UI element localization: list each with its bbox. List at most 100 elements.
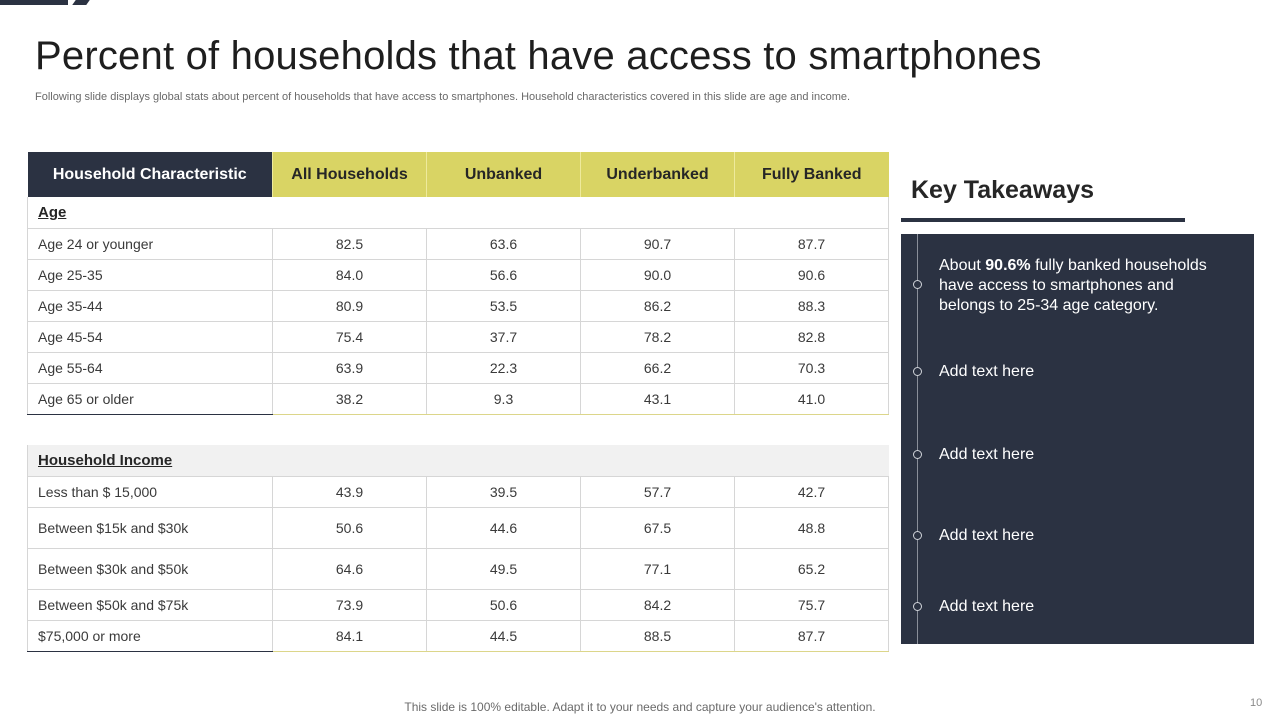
cell-underbanked: 86.2: [580, 290, 735, 322]
row-label: Between $30k and $50k: [27, 548, 273, 590]
cell-underbanked: 84.2: [580, 589, 735, 621]
table-row: Age 25-35 84.0 56.6 90.0 90.6: [27, 259, 889, 291]
timeline-dot-icon: [913, 450, 922, 459]
cell-fully-banked: 88.3: [734, 290, 889, 322]
smartphone-access-table: Household Characteristic All Households …: [27, 152, 889, 652]
takeaway-prefix: About: [939, 257, 986, 274]
header-all-households: All Households: [272, 152, 427, 197]
table-row: Age 35-44 80.9 53.5 86.2 88.3: [27, 290, 889, 322]
table-row: Age 24 or younger 82.5 63.6 90.7 87.7: [27, 228, 889, 260]
cell-underbanked: 57.7: [580, 476, 735, 508]
row-label: Between $50k and $75k: [27, 589, 273, 621]
corner-accent-stripe: [72, 0, 90, 5]
cell-underbanked: 77.1: [580, 548, 735, 590]
cell-unbanked: 9.3: [426, 383, 581, 415]
cell-underbanked: 67.5: [580, 507, 735, 549]
section-label-age: Age: [27, 197, 889, 229]
cell-underbanked: 66.2: [580, 352, 735, 384]
takeaway-text: Add text here: [939, 527, 1035, 544]
cell-all-households: 75.4: [272, 321, 427, 353]
timeline-dot-icon: [913, 602, 922, 611]
table-row: $75,000 or more 84.1 44.5 88.5 87.7: [27, 620, 889, 652]
corner-accent-bar: [0, 0, 68, 5]
cell-fully-banked: 82.8: [734, 321, 889, 353]
table-row: Age 55-64 63.9 22.3 66.2 70.3: [27, 352, 889, 384]
takeaway-highlight: 90.6%: [985, 257, 1031, 274]
header-underbanked: Underbanked: [580, 152, 735, 197]
cell-all-households: 64.6: [272, 548, 427, 590]
header-unbanked: Unbanked: [426, 152, 581, 197]
cell-fully-banked: 87.7: [734, 620, 889, 652]
cell-underbanked: 88.5: [580, 620, 735, 652]
cell-unbanked: 44.6: [426, 507, 581, 549]
cell-all-households: 84.1: [272, 620, 427, 652]
cell-all-households: 82.5: [272, 228, 427, 260]
cell-all-households: 84.0: [272, 259, 427, 291]
cell-underbanked: 78.2: [580, 321, 735, 353]
header-household-characteristic: Household Characteristic: [27, 152, 273, 197]
cell-all-households: 73.9: [272, 589, 427, 621]
cell-fully-banked: 48.8: [734, 507, 889, 549]
cell-all-households: 50.6: [272, 507, 427, 549]
row-label: Age 24 or younger: [27, 228, 273, 260]
table-row: Age 65 or older 38.2 9.3 43.1 41.0: [27, 383, 889, 415]
takeaway-text: Add text here: [939, 598, 1035, 615]
takeaway-text: Add text here: [939, 363, 1035, 380]
timeline-dot-icon: [913, 367, 922, 376]
section-label-income: Household Income: [27, 445, 889, 477]
cell-fully-banked: 65.2: [734, 548, 889, 590]
page-number: 10: [1250, 697, 1263, 709]
row-label: Less than $ 15,000: [27, 476, 273, 508]
table-row: Age 45-54 75.4 37.7 78.2 82.8: [27, 321, 889, 353]
takeaway-text: Add text here: [939, 446, 1035, 463]
cell-all-households: 80.9: [272, 290, 427, 322]
cell-fully-banked: 87.7: [734, 228, 889, 260]
cell-unbanked: 49.5: [426, 548, 581, 590]
table-row: Less than $ 15,000 43.9 39.5 57.7 42.7: [27, 476, 889, 508]
table-row: Between $30k and $50k 64.6 49.5 77.1 65.…: [27, 548, 889, 590]
row-label: Age 55-64: [27, 352, 273, 384]
timeline-line: [917, 234, 918, 644]
cell-fully-banked: 90.6: [734, 259, 889, 291]
row-label: Age 65 or older: [27, 383, 273, 415]
page-subtitle: Following slide displays global stats ab…: [35, 91, 851, 103]
cell-underbanked: 90.0: [580, 259, 735, 291]
cell-fully-banked: 70.3: [734, 352, 889, 384]
timeline-dot-icon: [913, 531, 922, 540]
takeaway-suffix: fully banked households have access to s…: [939, 257, 1207, 314]
cell-unbanked: 50.6: [426, 589, 581, 621]
table-header-row: Household Characteristic All Households …: [27, 152, 889, 197]
key-takeaways-underline: [901, 218, 1185, 222]
footer-note: This slide is 100% editable. Adapt it to…: [404, 700, 876, 714]
cell-all-households: 38.2: [272, 383, 427, 415]
cell-fully-banked: 75.7: [734, 589, 889, 621]
cell-underbanked: 90.7: [580, 228, 735, 260]
table-row: Between $50k and $75k 73.9 50.6 84.2 75.…: [27, 589, 889, 621]
section-row-age: Age: [27, 197, 889, 229]
cell-unbanked: 56.6: [426, 259, 581, 291]
cell-unbanked: 63.6: [426, 228, 581, 260]
header-fully-banked: Fully Banked: [734, 152, 889, 197]
takeaway-text: About 90.6% fully banked households have…: [939, 256, 1229, 316]
row-label: Age 25-35: [27, 259, 273, 291]
cell-underbanked: 43.1: [580, 383, 735, 415]
key-takeaways-panel: About 90.6% fully banked households have…: [901, 234, 1254, 644]
cell-all-households: 63.9: [272, 352, 427, 384]
cell-fully-banked: 41.0: [734, 383, 889, 415]
row-label: Between $15k and $30k: [27, 507, 273, 549]
cell-unbanked: 44.5: [426, 620, 581, 652]
cell-all-households: 43.9: [272, 476, 427, 508]
table-row: Between $15k and $30k 50.6 44.6 67.5 48.…: [27, 507, 889, 549]
row-label: $75,000 or more: [27, 620, 273, 652]
cell-unbanked: 22.3: [426, 352, 581, 384]
page-title: Percent of households that have access t…: [35, 34, 1042, 78]
cell-fully-banked: 42.7: [734, 476, 889, 508]
cell-unbanked: 53.5: [426, 290, 581, 322]
key-takeaways-title: Key Takeaways: [911, 176, 1094, 204]
corner-accent: [0, 0, 96, 5]
row-label: Age 35-44: [27, 290, 273, 322]
row-label: Age 45-54: [27, 321, 273, 353]
timeline-dot-icon: [913, 280, 922, 289]
table-spacer-row: [28, 415, 889, 446]
cell-unbanked: 37.7: [426, 321, 581, 353]
